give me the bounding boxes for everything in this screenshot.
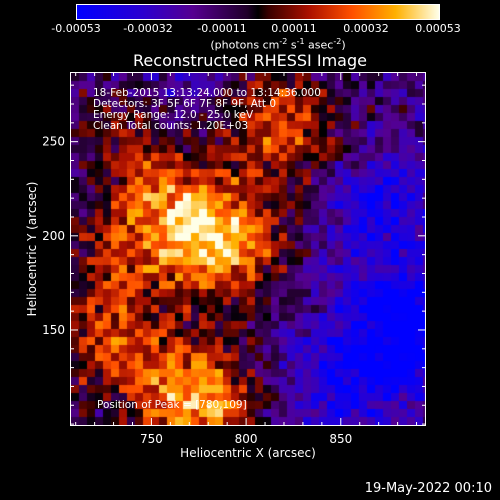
colorbar-tick-label: 0.00011 bbox=[271, 22, 317, 35]
y-tick-label: 150 bbox=[42, 323, 65, 337]
colorbar bbox=[76, 4, 440, 20]
info-time-range: 18-Feb-2015 13:13:24.000 to 13:14:36.000 bbox=[93, 87, 321, 99]
colorbar-tick-label: 0.00032 bbox=[343, 22, 389, 35]
info-energy-range: Energy Range: 12.0 - 25.0 keV bbox=[93, 109, 254, 121]
x-tick-label: 750 bbox=[140, 432, 163, 446]
heatmap-plot-area: 18-Feb-2015 13:13:24.000 to 13:14:36.000… bbox=[70, 72, 426, 426]
colorbar-unit-label: (photons cm-2 s-1 asec-2) bbox=[210, 37, 346, 52]
colorbar-tick-label: 0.00053 bbox=[415, 22, 461, 35]
footer-date: 19-May-2022 00:10 bbox=[364, 481, 492, 496]
colorbar-tick-label: -0.00011 bbox=[197, 22, 247, 35]
info-clean-counts: Clean Total counts: 1.20E+03 bbox=[93, 120, 249, 132]
peak-position-label: Position of Peak = [780,109] bbox=[97, 399, 247, 411]
y-tick-label: 200 bbox=[42, 229, 65, 243]
chart-title: Reconstructed RHESSI Image bbox=[133, 51, 367, 70]
y-tick-label: 250 bbox=[42, 135, 65, 149]
x-tick-label: 850 bbox=[329, 432, 352, 446]
colorbar-tick-label: -0.00053 bbox=[51, 22, 101, 35]
y-axis-label: Heliocentric Y (arcsec) bbox=[25, 181, 39, 317]
heatmap-image bbox=[71, 73, 425, 425]
x-axis-label: Heliocentric X (arcsec) bbox=[180, 446, 316, 460]
x-tick-label: 800 bbox=[235, 432, 258, 446]
colorbar-tick-label: -0.00032 bbox=[123, 22, 173, 35]
info-detectors: Detectors: 3F 5F 6F 7F 8F 9F, Att 0 bbox=[93, 98, 277, 110]
